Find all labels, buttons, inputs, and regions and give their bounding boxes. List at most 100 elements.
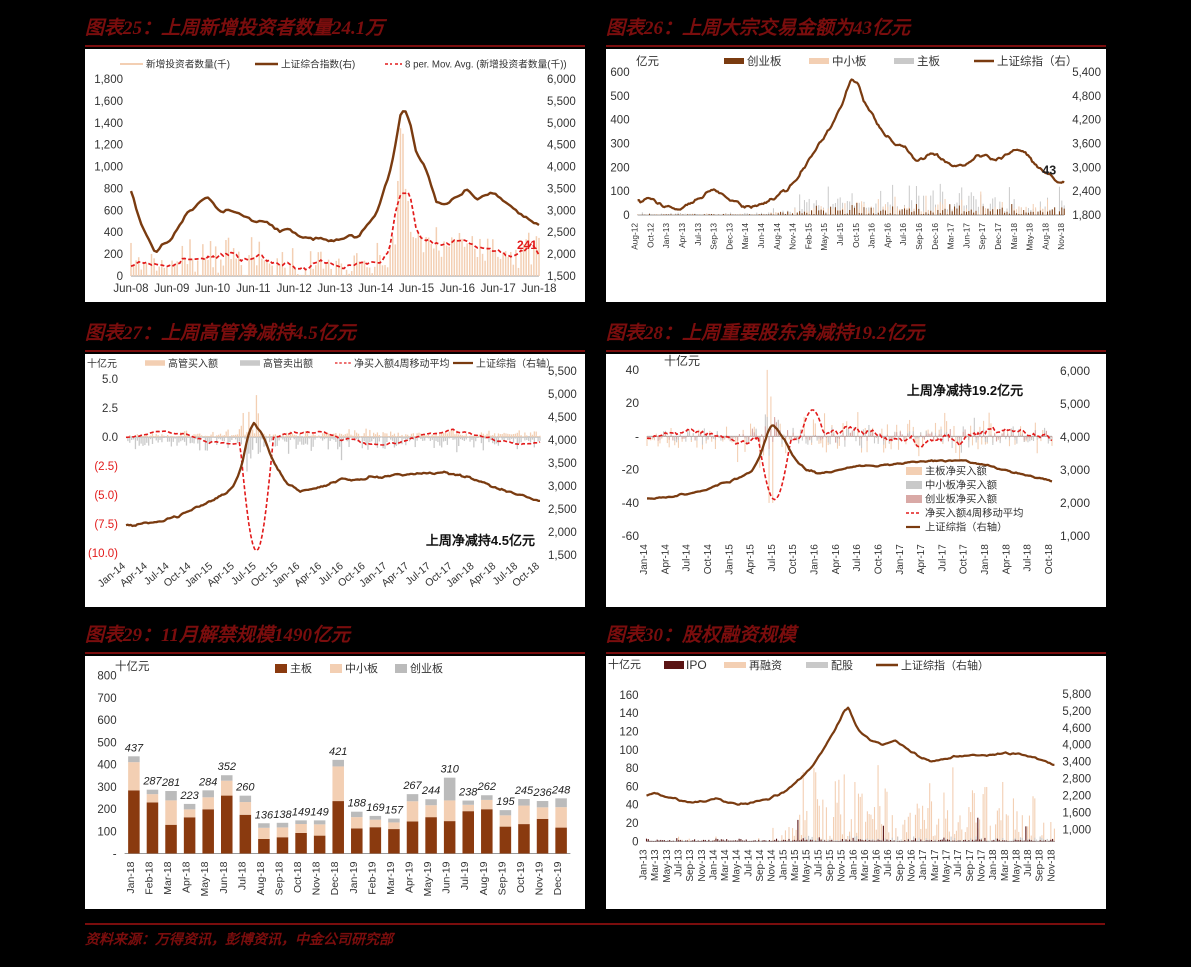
- svg-text:310: 310: [441, 764, 460, 776]
- svg-text:IPO: IPO: [686, 658, 707, 672]
- svg-text:-: -: [635, 429, 639, 443]
- svg-text:Nov-16: Nov-16: [907, 849, 918, 882]
- svg-text:(5.0): (5.0): [94, 490, 118, 502]
- svg-text:上证综指（右轴）: 上证综指（右轴）: [925, 521, 1007, 534]
- svg-text:(7.5): (7.5): [94, 519, 118, 531]
- svg-text:5,800: 5,800: [1062, 689, 1091, 701]
- svg-text:Oct-18: Oct-18: [1044, 544, 1055, 574]
- svg-text:亿元: 亿元: [636, 55, 659, 68]
- svg-text:267: 267: [402, 780, 422, 792]
- svg-text:Dec-19: Dec-19: [552, 861, 564, 895]
- svg-text:Nov-14: Nov-14: [788, 223, 798, 250]
- svg-text:主板: 主板: [290, 661, 312, 675]
- svg-text:Jul-13: Jul-13: [674, 849, 685, 877]
- svg-text:上证综指（右）: 上证综指（右）: [997, 54, 1078, 68]
- svg-text:244: 244: [421, 785, 440, 797]
- svg-text:主板净买入额: 主板净买入额: [925, 465, 987, 478]
- svg-text:149: 149: [292, 806, 310, 818]
- svg-text:Jun-16: Jun-16: [440, 283, 475, 295]
- svg-text:May-13: May-13: [662, 849, 673, 883]
- svg-text:0: 0: [632, 836, 638, 848]
- svg-text:2,000: 2,000: [548, 527, 577, 539]
- svg-text:300: 300: [610, 139, 629, 151]
- svg-text:200: 200: [97, 804, 116, 816]
- svg-text:100: 100: [97, 826, 116, 838]
- svg-text:May-17: May-17: [942, 849, 953, 883]
- svg-text:241: 241: [517, 238, 537, 252]
- svg-text:-20: -20: [622, 463, 640, 477]
- svg-text:Jan-19: Jan-19: [348, 861, 360, 893]
- svg-text:Oct-14: Oct-14: [703, 544, 714, 574]
- svg-text:Jul-17: Jul-17: [937, 544, 948, 572]
- svg-text:120: 120: [619, 726, 638, 738]
- svg-text:Jun-15: Jun-15: [399, 283, 434, 295]
- svg-text:4,200: 4,200: [1072, 115, 1101, 127]
- svg-text:Jul-14: Jul-14: [682, 544, 693, 572]
- svg-text:284: 284: [198, 776, 217, 788]
- svg-text:Mar-15: Mar-15: [790, 849, 801, 881]
- svg-text:236: 236: [532, 787, 552, 799]
- svg-text:437: 437: [125, 742, 144, 754]
- svg-text:3,500: 3,500: [547, 183, 576, 195]
- svg-text:287: 287: [142, 776, 162, 788]
- svg-text:281: 281: [161, 777, 180, 789]
- svg-text:400: 400: [610, 115, 629, 127]
- svg-text:Jan-17: Jan-17: [918, 849, 929, 880]
- svg-text:Jun-19: Jun-19: [441, 861, 453, 893]
- svg-text:8 per. Mov. Avg. (新增投资者数量(千)): 8 per. Mov. Avg. (新增投资者数量(千)): [405, 58, 567, 71]
- svg-text:十亿元: 十亿元: [664, 354, 700, 368]
- svg-text:421: 421: [329, 746, 347, 758]
- svg-text:600: 600: [104, 205, 123, 217]
- svg-text:2,000: 2,000: [1060, 496, 1090, 510]
- svg-text:400: 400: [97, 760, 116, 772]
- svg-text:1,000: 1,000: [94, 162, 123, 174]
- svg-text:Apr-18: Apr-18: [1001, 544, 1012, 574]
- svg-text:净买入额4周移动平均: 净买入额4周移动平均: [925, 507, 1023, 520]
- svg-text:Sep-13: Sep-13: [709, 223, 719, 250]
- svg-text:Jan-17: Jan-17: [895, 544, 906, 575]
- svg-text:Jan-16: Jan-16: [867, 223, 877, 249]
- svg-text:-: -: [113, 849, 117, 861]
- svg-text:Sep-19: Sep-19: [496, 861, 508, 895]
- svg-text:Jul-16: Jul-16: [852, 544, 863, 572]
- svg-text:创业板净买入额: 创业板净买入额: [925, 493, 997, 506]
- svg-text:2,500: 2,500: [548, 504, 577, 516]
- svg-text:高管卖出额: 高管卖出额: [263, 357, 313, 370]
- svg-text:Jul-16: Jul-16: [883, 849, 894, 877]
- svg-text:Sep-13: Sep-13: [685, 849, 696, 882]
- svg-text:1,800: 1,800: [94, 74, 123, 86]
- svg-text:中小板: 中小板: [345, 661, 378, 675]
- svg-text:1,600: 1,600: [94, 96, 123, 108]
- svg-text:300: 300: [97, 782, 116, 794]
- svg-text:2.5: 2.5: [102, 403, 118, 415]
- svg-text:-60: -60: [622, 529, 640, 543]
- svg-text:Nov-15: Nov-15: [837, 849, 848, 882]
- svg-text:Mar-17: Mar-17: [946, 223, 956, 250]
- svg-text:Apr-18: Apr-18: [181, 861, 193, 893]
- svg-text:(10.0): (10.0): [88, 548, 118, 560]
- svg-text:138: 138: [273, 809, 292, 821]
- svg-text:Mar-18: Mar-18: [162, 861, 174, 894]
- svg-text:十亿元: 十亿元: [87, 357, 117, 370]
- svg-text:1,400: 1,400: [94, 118, 123, 130]
- svg-text:Feb-19: Feb-19: [366, 861, 378, 894]
- svg-text:Aug-14: Aug-14: [772, 223, 782, 250]
- svg-text:Dec-18: Dec-18: [329, 861, 341, 895]
- svg-text:Nov-18: Nov-18: [1046, 849, 1057, 882]
- svg-text:Sep-16: Sep-16: [895, 849, 906, 882]
- svg-text:Jan-15: Jan-15: [724, 544, 735, 575]
- svg-text:200: 200: [610, 162, 629, 174]
- svg-text:上证综合指数(右): 上证综合指数(右): [281, 58, 355, 71]
- svg-text:Nov-19: Nov-19: [534, 861, 546, 895]
- svg-text:238: 238: [458, 787, 478, 799]
- svg-text:500: 500: [610, 91, 629, 103]
- svg-text:352: 352: [218, 761, 236, 773]
- svg-text:Jun-18: Jun-18: [521, 283, 556, 295]
- svg-text:2,500: 2,500: [547, 227, 576, 239]
- svg-text:Apr-14: Apr-14: [660, 544, 671, 574]
- svg-text:Mar-14: Mar-14: [720, 849, 731, 881]
- svg-text:中小板: 中小板: [832, 54, 867, 68]
- svg-text:20: 20: [626, 396, 640, 410]
- svg-text:Jun-17: Jun-17: [961, 223, 971, 249]
- svg-text:169: 169: [366, 802, 384, 814]
